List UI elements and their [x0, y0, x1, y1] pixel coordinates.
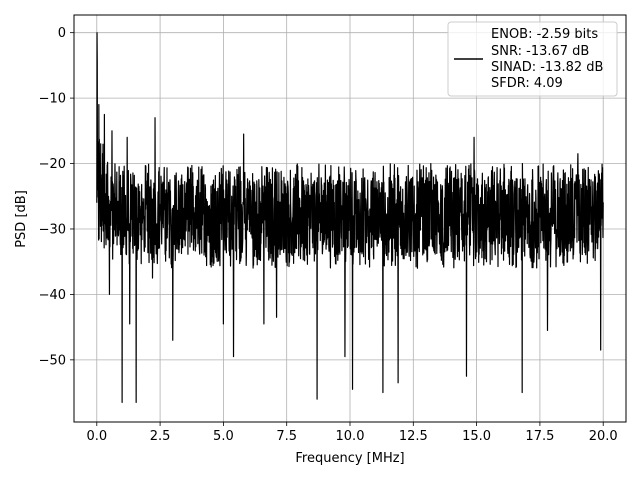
x-tick-label: 15.0: [462, 429, 491, 444]
x-tick-label: 2.5: [150, 429, 171, 444]
x-tick-label: 10.0: [336, 429, 365, 444]
legend: ENOB: -2.59 bits SNR: -13.67 dB SINAD: -…: [447, 21, 618, 97]
x-axis-label: Frequency [MHz]: [295, 451, 404, 466]
plot-area: [96, 32, 604, 403]
x-tick-label: 5.0: [213, 429, 234, 444]
y-axis: 0 −10 −20 −30 −40 −50: [39, 26, 74, 368]
x-tick-label: 12.5: [399, 429, 428, 444]
y-tick-label: −40: [39, 288, 66, 303]
y-tick-label: −30: [39, 222, 66, 237]
legend-text-sfdr: SFDR: 4.09: [491, 76, 563, 91]
y-tick-label: −20: [39, 157, 66, 172]
y-tick-label: −50: [39, 353, 66, 368]
legend-text-snr: SNR: -13.67 dB: [491, 44, 589, 59]
x-tick-label: 0.0: [86, 429, 107, 444]
x-tick-label: 20.0: [589, 429, 618, 444]
legend-box: [447, 21, 618, 97]
psd-series-line: [96, 32, 604, 403]
legend-text-enob: ENOB: -2.59 bits: [491, 27, 598, 42]
x-axis: 0.0 2.5 5.0 7.5 10.0 12.5 15.0 17.5 20.0: [86, 422, 618, 444]
y-axis-label: PSD [dB]: [14, 190, 29, 248]
y-tick-label: −10: [39, 92, 66, 107]
legend-text-sinad: SINAD: -13.82 dB: [491, 60, 603, 75]
y-tick-label: 0: [58, 26, 66, 41]
x-tick-label: 17.5: [525, 429, 554, 444]
x-tick-label: 7.5: [276, 429, 297, 444]
